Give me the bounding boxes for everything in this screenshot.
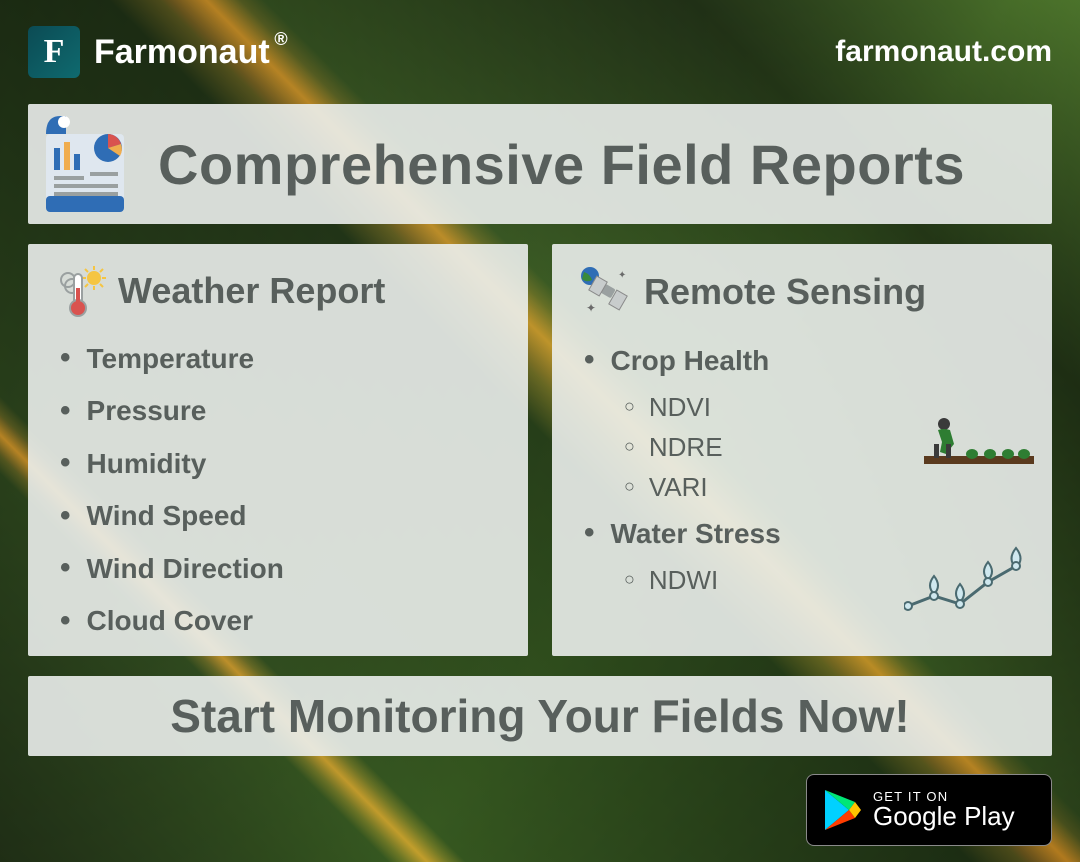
list-item-label: Water Stress (611, 509, 781, 558)
list-item-label: Wind Direction (87, 544, 284, 593)
remote-heading-row: ✦ ✦ Remote Sensing (578, 264, 1026, 320)
list-item: Temperature (60, 332, 502, 385)
cta-text: Start Monitoring Your Fields Now! (170, 689, 909, 743)
list-item-label: Cloud Cover (87, 596, 253, 645)
list-item-label: NDVI (649, 387, 711, 427)
list-item: Humidity (60, 437, 502, 490)
water-graph-icon (904, 546, 1034, 616)
header: F Farmonaut® farmonaut.com (28, 20, 1052, 84)
list-item-label: NDWI (649, 560, 718, 600)
satellite-earth-icon: ✦ ✦ (578, 264, 634, 320)
farmer-planting-icon (924, 412, 1034, 466)
list-item: Pressure (60, 385, 502, 438)
list-item-label: Pressure (87, 386, 207, 435)
cta-panel: Start Monitoring Your Fields Now! (28, 676, 1052, 756)
list-item: Crop Health (584, 334, 1026, 387)
svg-text:✦: ✦ (618, 270, 626, 281)
brand-logo-icon: F (28, 26, 80, 78)
brand: F Farmonaut® (28, 26, 270, 78)
list-item: VARI (624, 467, 1026, 507)
list-item-label: Humidity (87, 439, 207, 488)
brand-name: Farmonaut® (94, 33, 270, 72)
thermometer-sun-icon (54, 264, 108, 318)
list-item-label: VARI (649, 467, 708, 507)
google-play-badge[interactable]: GET IT ON Google Play (806, 774, 1052, 846)
remote-panel: ✦ ✦ Remote Sensing Crop Health NDVI NDRE… (552, 244, 1052, 656)
remote-title: Remote Sensing (644, 271, 926, 313)
registered-mark: ® (274, 29, 287, 50)
google-play-icon (821, 788, 861, 832)
weather-heading-row: Weather Report (54, 264, 502, 318)
report-chart-icon (30, 114, 150, 214)
weather-title: Weather Report (118, 270, 385, 312)
list-item: Cloud Cover (60, 595, 502, 648)
svg-text:✦: ✦ (586, 301, 596, 315)
play-big-text: Google Play (873, 803, 1015, 830)
list-item-label: NDRE (649, 427, 723, 467)
list-item-label: Crop Health (611, 336, 770, 385)
remote-list: Crop Health (584, 334, 1026, 387)
weather-list: Temperature Pressure Humidity Wind Speed… (60, 332, 502, 647)
list-item-label: Wind Speed (87, 491, 247, 540)
brand-name-text: Farmonaut (94, 33, 270, 71)
page-title: Comprehensive Field Reports (158, 132, 965, 197)
list-item-label: Temperature (87, 334, 255, 383)
google-play-text: GET IT ON Google Play (873, 790, 1015, 831)
page-root: F Farmonaut® farmonaut.com (0, 0, 1080, 862)
site-url[interactable]: farmonaut.com (835, 35, 1052, 69)
weather-panel: Weather Report Temperature Pressure Humi… (28, 244, 528, 656)
list-item: Wind Speed (60, 490, 502, 543)
title-panel: Comprehensive Field Reports (28, 104, 1052, 224)
list-item: Wind Direction (60, 542, 502, 595)
